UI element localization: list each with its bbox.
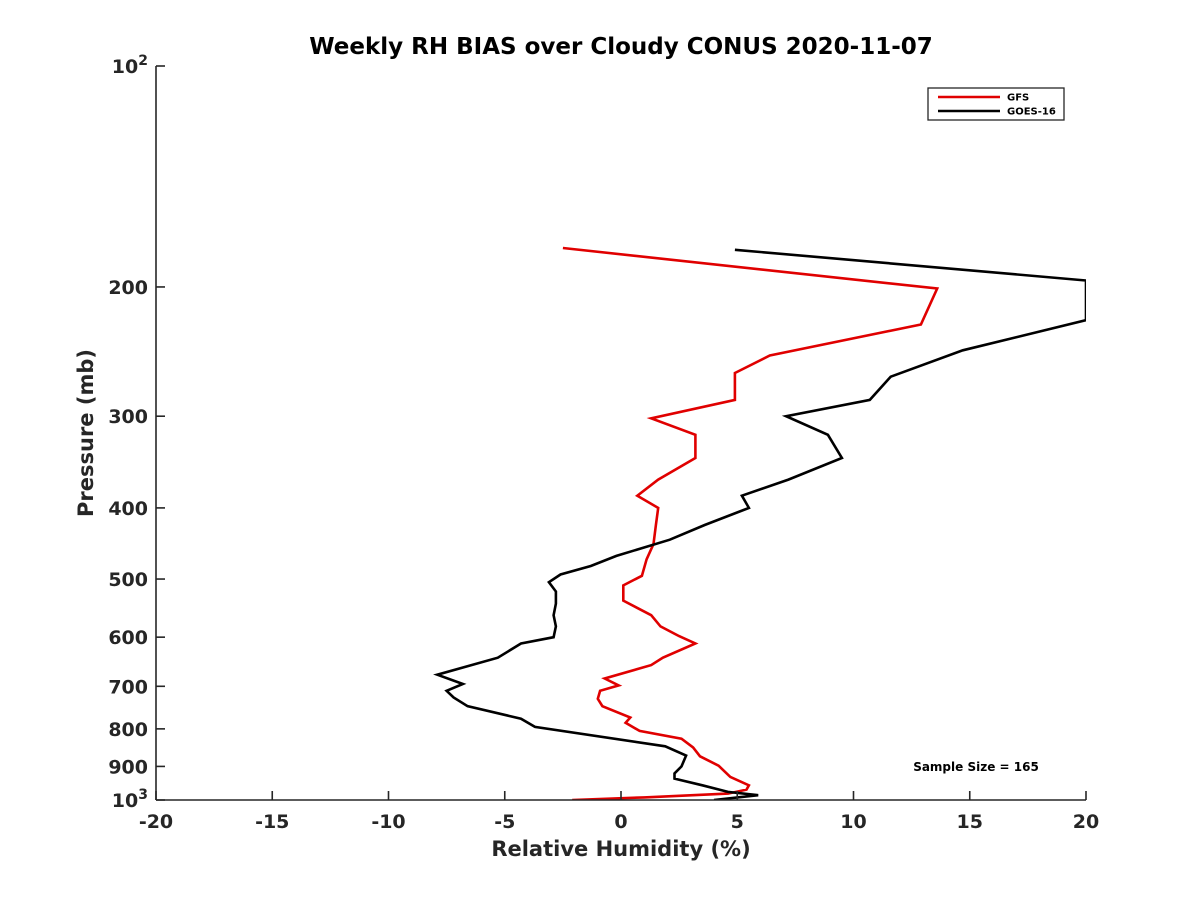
legend-box <box>927 87 1065 121</box>
y-tick-label: 800 <box>108 719 148 741</box>
axis-ticks: -20 -15 -10 -5 0 5 10 15 20 102 200 300 400 500 600 700… <box>108 53 1099 833</box>
sample-size-annotation: Sample Size = 165 <box>913 760 1039 774</box>
series-line-goes16 <box>433 248 1086 800</box>
y-tick-label: 500 <box>108 569 148 591</box>
y-tick-label: 600 <box>108 627 148 649</box>
x-tick-label: 5 <box>731 811 744 833</box>
x-axis-label: Relative Humidity (%) <box>491 837 750 861</box>
series-line-gfs <box>562 246 940 800</box>
x-tick-label: -15 <box>255 811 289 833</box>
y-tick-label: 900 <box>108 756 148 778</box>
chart-title: Weekly RH BIAS over Cloudy CONUS 2020-11… <box>309 34 933 60</box>
x-tick-label: -20 <box>139 811 173 833</box>
x-tick-label: 15 <box>957 811 983 833</box>
y-tick-label: 103 <box>112 787 148 812</box>
x-tick-label: 20 <box>1073 811 1099 833</box>
legend-label-gfs: GFS <box>1007 93 1029 104</box>
y-tick-label: 400 <box>108 498 148 520</box>
y-tick-label: 700 <box>108 676 148 698</box>
y-tick-label: 200 <box>108 277 148 299</box>
y-axis-label: Pressure (mb) <box>74 349 98 517</box>
x-tick-label: 0 <box>614 811 627 833</box>
y-tick-label: 300 <box>108 406 148 428</box>
axes <box>155 66 1086 801</box>
legend-label-goes16: GOES-16 <box>1007 107 1056 118</box>
plot-area <box>433 246 1086 800</box>
legend: GFS GOES-16 <box>927 87 1065 121</box>
x-tick-label: -5 <box>494 811 515 833</box>
x-tick-label: -10 <box>371 811 405 833</box>
x-tick-label: 10 <box>840 811 866 833</box>
y-tick-label: 102 <box>112 53 148 78</box>
